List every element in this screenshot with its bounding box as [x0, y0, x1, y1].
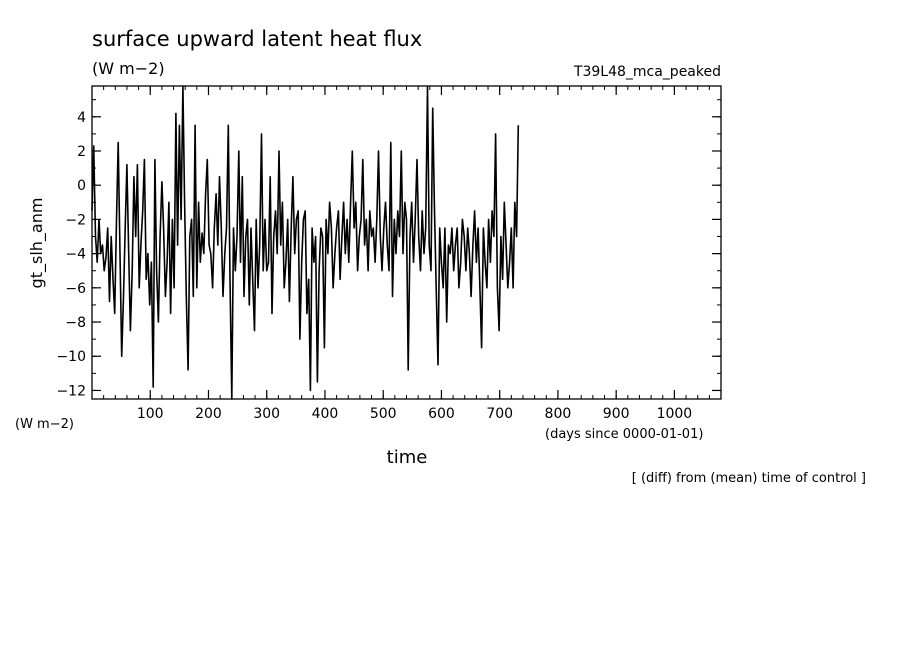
x-tick-label: 400: [312, 406, 339, 422]
y-axis-units: (W m−2): [15, 417, 74, 432]
x-tick-labels: 100 200 300 400 500 600 700 800 900 1000: [137, 406, 692, 422]
y-tick-label: −8: [65, 315, 86, 331]
y-tick-label: −12: [56, 383, 86, 399]
x-tick-label: 300: [253, 406, 280, 422]
chart-title: surface upward latent heat flux: [92, 27, 422, 51]
run-label: T39L48_mca_peaked: [573, 64, 721, 80]
y-tick-label: 0: [77, 178, 86, 194]
x-axis-label: time: [387, 447, 428, 468]
y-tick-label: 2: [77, 144, 86, 160]
x-tick-label: 600: [428, 406, 455, 422]
x-tick-label: 200: [195, 406, 222, 422]
x-tick-label: 100: [137, 406, 164, 422]
y-tick-label: −4: [65, 247, 86, 263]
y-tick-label: −2: [65, 212, 86, 228]
footnote: [ (diff) from (mean) time of control ]: [632, 471, 866, 486]
x-axis-units: (days since 0000-01-01): [545, 427, 703, 442]
y-tick-label: −6: [65, 281, 86, 297]
title-units: (W m−2): [92, 59, 165, 78]
x-tick-label: 800: [545, 406, 572, 422]
plot-area: 4 2 0 −2 −4 −6 −8 −10 −12 100 200 300 400 500 600 700 8…: [56, 85, 722, 422]
y-axis-label: gt_slh_anm: [27, 198, 47, 289]
axis-ticks: [92, 86, 721, 399]
y-tick-label: −10: [56, 349, 86, 365]
x-tick-label: 500: [370, 406, 397, 422]
x-tick-label: 700: [486, 406, 513, 422]
y-tick-labels: 4 2 0 −2 −4 −6 −8 −10 −12: [56, 110, 86, 400]
y-tick-label: 4: [77, 110, 86, 126]
series-line: [91, 85, 520, 400]
x-tick-label: 1000: [657, 406, 693, 422]
x-tick-label: 900: [603, 406, 630, 422]
